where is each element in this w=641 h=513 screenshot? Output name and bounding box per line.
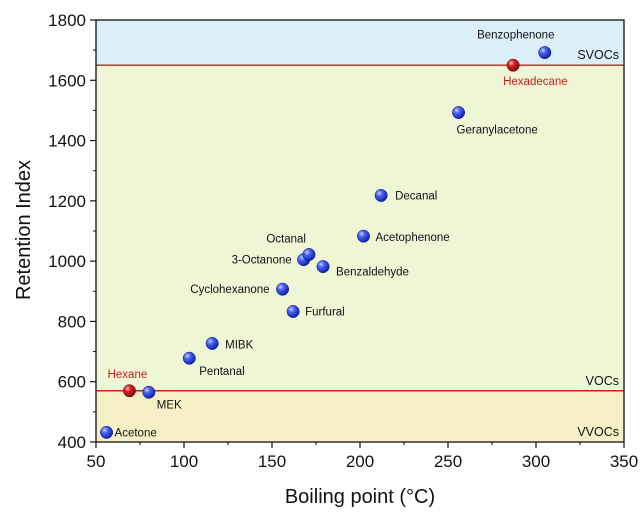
band-label-vocs: VOCs bbox=[586, 374, 619, 388]
y-tick-label-1000: 1000 bbox=[48, 252, 86, 271]
point-label-acetophenone: Acetophenone bbox=[376, 232, 450, 244]
x-tick-label-100: 100 bbox=[170, 452, 198, 471]
point-mibk bbox=[205, 336, 219, 350]
point-pentanal bbox=[182, 351, 196, 365]
y-tick-label-600: 600 bbox=[58, 373, 86, 392]
point-benzaldehyde bbox=[316, 260, 330, 274]
x-tick-label-300: 300 bbox=[522, 452, 550, 471]
y-tick-label-400: 400 bbox=[58, 433, 86, 452]
point-acetophenone bbox=[357, 229, 370, 243]
point-label-hexadecane: Hexadecane bbox=[503, 76, 568, 88]
x-tick-label-350: 350 bbox=[610, 452, 638, 471]
point-label-hexane: Hexane bbox=[108, 369, 148, 381]
point-cyclohexanone bbox=[276, 282, 290, 296]
y-axis-title: Retention Index bbox=[13, 160, 35, 300]
x-axis-title: Boiling point (°C) bbox=[285, 486, 435, 508]
point-label-mibk: MIBK bbox=[225, 339, 253, 351]
point-furfural bbox=[286, 305, 300, 318]
point-label-geranylacetone: Geranylacetone bbox=[457, 125, 538, 137]
band-vvocs bbox=[96, 390, 624, 442]
y-tick-label-1400: 1400 bbox=[48, 132, 86, 151]
point-label-benzaldehyde: Benzaldehyde bbox=[336, 267, 409, 279]
point-label-cyclohexanone: Cyclohexanone bbox=[190, 284, 269, 296]
y-tick-label-1800: 1800 bbox=[48, 11, 86, 30]
point-label-mek: MEK bbox=[157, 399, 182, 411]
point-mek bbox=[142, 385, 156, 399]
point-label-3-octanone: 3-Octanone bbox=[232, 255, 292, 267]
point-benzophenone bbox=[538, 46, 552, 60]
band-svocs bbox=[96, 20, 624, 66]
x-tick-label-250: 250 bbox=[434, 452, 462, 471]
band-label-vvocs: VVOCs bbox=[577, 425, 619, 439]
x-tick-label-150: 150 bbox=[258, 452, 286, 471]
point-label-octanal: Octanal bbox=[266, 234, 306, 246]
band-label-svocs: SVOCs bbox=[577, 48, 619, 62]
point-label-acetone: Acetone bbox=[115, 427, 157, 439]
point-label-pentanal: Pentanal bbox=[199, 366, 244, 378]
point-label-furfural: Furfural bbox=[305, 306, 345, 318]
band-vocs bbox=[96, 65, 624, 391]
y-tick-label-1600: 1600 bbox=[48, 71, 86, 90]
point-decanal bbox=[374, 188, 388, 202]
point-octanal bbox=[302, 248, 316, 261]
x-tick-label-50: 50 bbox=[87, 452, 106, 471]
y-tick-label-1200: 1200 bbox=[48, 192, 86, 211]
point-hexadecane bbox=[506, 58, 520, 72]
x-tick-label-200: 200 bbox=[346, 452, 374, 471]
point-hexane bbox=[122, 384, 136, 398]
point-label-benzophenone: Benzophenone bbox=[477, 30, 554, 42]
point-geranylacetone bbox=[452, 106, 466, 119]
point-acetone bbox=[100, 425, 114, 439]
point-label-decanal: Decanal bbox=[395, 190, 437, 202]
y-tick-label-800: 800 bbox=[58, 312, 86, 331]
